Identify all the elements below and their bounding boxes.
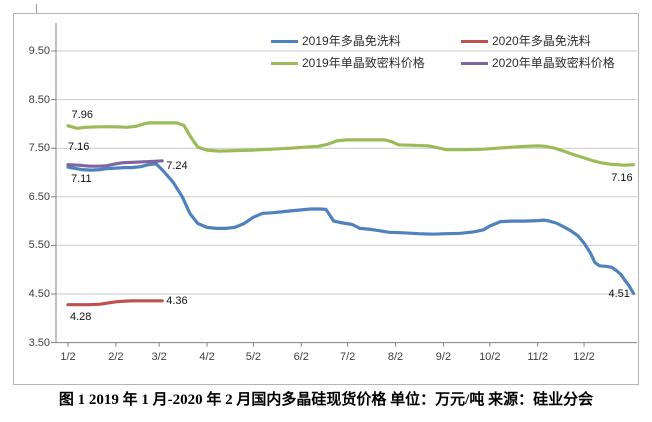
series-line-0 — [66, 162, 636, 296]
plot-area — [51, 23, 637, 347]
text-cursor-artifact — [36, 4, 37, 16]
polysilicon-price-chart: 2019年多晶免洗料 2020年多晶免洗料 2019年单晶致密料价格 2020年… — [13, 13, 639, 385]
figure-caption: 图 1 2019 年 1 月-2020 年 2 月国内多晶硅现货价格 单位：万元… — [58, 392, 594, 408]
series-line-3 — [66, 159, 164, 168]
series-line-1 — [66, 299, 164, 307]
series-line-2 — [66, 121, 636, 167]
